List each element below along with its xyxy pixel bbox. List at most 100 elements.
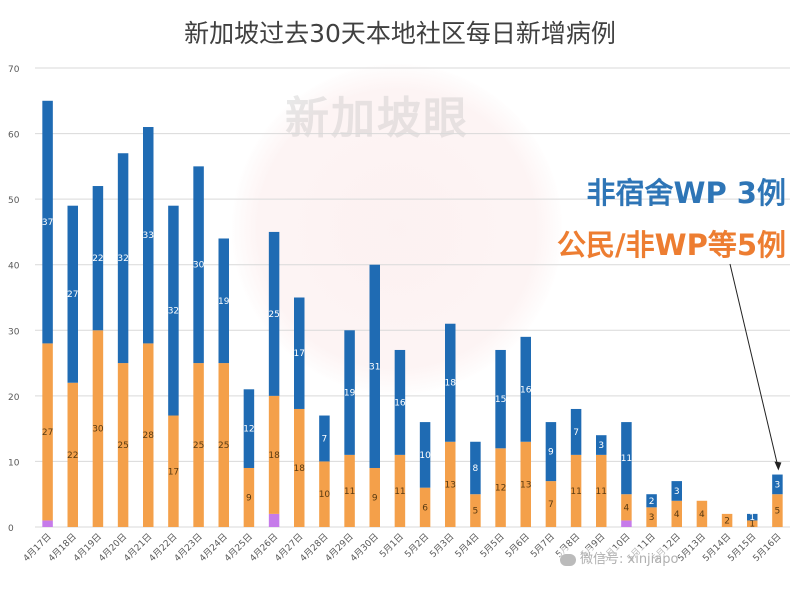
data-label: 3 bbox=[775, 480, 781, 490]
y-tick-label: 70 bbox=[8, 65, 20, 75]
bar-segment bbox=[721, 513, 733, 527]
bar-segment bbox=[168, 415, 179, 527]
bar-segment bbox=[268, 395, 280, 514]
data-label: 2 bbox=[724, 516, 730, 526]
x-tick-label: 5月7日 bbox=[528, 531, 557, 560]
bar-segment bbox=[671, 481, 682, 501]
data-label: 9 bbox=[372, 493, 378, 503]
bar-segment bbox=[445, 441, 456, 527]
bar-segment bbox=[646, 494, 657, 508]
data-label: 27 bbox=[67, 290, 78, 300]
data-label: 7 bbox=[573, 428, 579, 438]
data-label: 33 bbox=[143, 231, 154, 241]
bar-segment bbox=[696, 500, 708, 527]
data-label: 7 bbox=[548, 500, 554, 510]
bar-segment bbox=[42, 343, 53, 521]
bar-segment bbox=[621, 422, 632, 495]
bar-segment bbox=[545, 422, 557, 482]
bar-segment bbox=[394, 349, 406, 455]
bar-segment bbox=[243, 467, 255, 527]
wechat-text: 微信号: xinjiapo bbox=[580, 552, 679, 567]
data-label: 25 bbox=[268, 310, 279, 320]
bar-segment bbox=[772, 474, 783, 495]
bar-segment bbox=[671, 500, 682, 527]
bar-segment bbox=[67, 205, 78, 383]
data-label: 1 bbox=[749, 513, 755, 523]
bar-segment bbox=[42, 520, 53, 527]
bar-segment bbox=[747, 513, 758, 521]
annotation-arrow-line bbox=[729, 263, 778, 465]
bar-segment bbox=[143, 343, 154, 527]
bar-segment bbox=[193, 166, 204, 364]
bar-segment bbox=[168, 205, 179, 416]
bar-segment bbox=[268, 513, 280, 527]
bar-segment bbox=[470, 494, 481, 527]
bar-segment bbox=[218, 238, 229, 364]
data-label: 19 bbox=[218, 297, 230, 307]
bar-segment bbox=[495, 448, 506, 527]
y-tick-label: 40 bbox=[8, 262, 20, 272]
bar-segment bbox=[143, 127, 154, 344]
bar-segment bbox=[520, 441, 531, 527]
bar-segment bbox=[344, 330, 355, 455]
bar-segment bbox=[268, 231, 280, 396]
x-tick-label: 5月5日 bbox=[478, 531, 507, 560]
data-label: 22 bbox=[92, 254, 103, 264]
data-label: 10 bbox=[319, 490, 331, 500]
bar-segment bbox=[117, 153, 129, 364]
data-label: 12 bbox=[495, 484, 506, 494]
wechat-icon bbox=[560, 553, 576, 566]
data-label: 3 bbox=[649, 513, 655, 523]
data-label: 11 bbox=[621, 454, 632, 464]
x-tick-label: 5月4日 bbox=[453, 531, 482, 560]
data-label: 9 bbox=[246, 493, 252, 503]
bar-segment bbox=[495, 349, 506, 449]
y-tick-label: 20 bbox=[8, 393, 20, 403]
chart-title: 新加坡过去30天本地社区每日新增病例 bbox=[184, 19, 616, 48]
data-label: 11 bbox=[570, 487, 581, 497]
data-label: 19 bbox=[344, 389, 356, 399]
bar-segment bbox=[67, 382, 78, 527]
bar-segment bbox=[419, 422, 431, 488]
bar-segment bbox=[193, 363, 204, 527]
data-label: 13 bbox=[445, 480, 456, 490]
x-tick-label: 5月16日 bbox=[751, 531, 784, 564]
bar-segment bbox=[596, 454, 607, 527]
bar-segment bbox=[445, 323, 456, 442]
y-tick-label: 60 bbox=[8, 131, 20, 141]
data-label: 25 bbox=[218, 441, 229, 451]
bar-segment bbox=[747, 520, 758, 527]
data-label: 18 bbox=[268, 451, 280, 461]
data-label: 16 bbox=[394, 398, 406, 408]
y-tick-label: 10 bbox=[8, 458, 20, 468]
bar-segment bbox=[621, 520, 632, 527]
bar-segment bbox=[369, 467, 380, 527]
bar-segment bbox=[646, 507, 657, 527]
data-label: 6 bbox=[422, 503, 428, 513]
data-label: 37 bbox=[42, 218, 53, 228]
bar-segment bbox=[117, 363, 129, 527]
data-label: 5 bbox=[473, 507, 479, 517]
bar-segment bbox=[218, 363, 229, 527]
y-tick-label: 30 bbox=[8, 327, 20, 337]
data-label: 31 bbox=[369, 362, 380, 372]
data-label: 8 bbox=[473, 464, 479, 474]
x-tick-label: 5月1日 bbox=[377, 531, 406, 560]
bar-segment bbox=[92, 186, 104, 331]
data-label: 32 bbox=[168, 307, 179, 317]
data-label: 11 bbox=[394, 487, 405, 497]
x-tick-label: 5月2日 bbox=[403, 531, 432, 560]
data-label: 28 bbox=[143, 431, 155, 441]
data-label: 22 bbox=[67, 451, 78, 461]
data-label: 11 bbox=[344, 487, 355, 497]
bar-segment bbox=[294, 408, 305, 527]
wechat-id: 微信号: xinjiapo bbox=[560, 548, 679, 567]
bar-segment bbox=[394, 454, 406, 527]
bar-segment bbox=[520, 336, 531, 442]
data-label: 13 bbox=[520, 480, 531, 490]
data-label: 25 bbox=[193, 441, 204, 451]
bar-segment bbox=[319, 461, 330, 527]
data-label: 5 bbox=[775, 507, 781, 517]
data-label: 2 bbox=[649, 497, 655, 507]
